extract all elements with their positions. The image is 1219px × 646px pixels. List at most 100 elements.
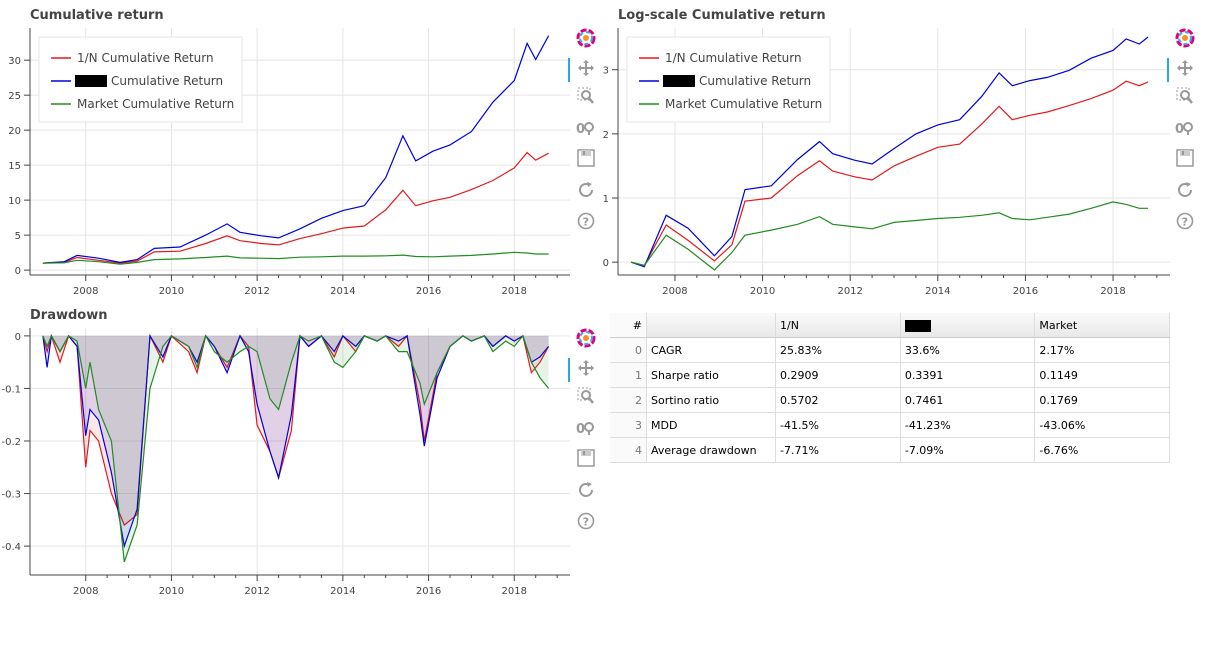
wheel-zoom-icon[interactable]: 0 bbox=[574, 416, 598, 440]
x-tick-label: 2010 bbox=[750, 286, 775, 297]
pan-icon[interactable] bbox=[1167, 56, 1197, 82]
y-tick-label: 0 bbox=[15, 266, 21, 277]
reset-icon[interactable] bbox=[574, 478, 598, 502]
series-line-2 bbox=[630, 201, 1149, 271]
y-tick-label: 20 bbox=[8, 126, 21, 137]
row-index: 3 bbox=[610, 412, 647, 438]
table-row[interactable]: 4 Average drawdown -7.71% -7.09% -6.76% bbox=[610, 437, 1170, 463]
legend-label: 1/N Cumulative Return bbox=[665, 51, 802, 65]
help-icon[interactable]: ? bbox=[574, 509, 598, 533]
column-header[interactable] bbox=[646, 313, 776, 338]
svg-text:0: 0 bbox=[1175, 122, 1184, 136]
wheel-zoom-icon[interactable]: 0 bbox=[1173, 116, 1197, 140]
table-cell: MDD bbox=[646, 412, 776, 438]
legend-label: Market Cumulative Return bbox=[77, 97, 234, 111]
bokeh-logo-icon bbox=[1173, 26, 1197, 50]
legend-label: Cumulative Return bbox=[111, 74, 223, 88]
svg-text:?: ? bbox=[1182, 215, 1188, 228]
cumulative-return-chart[interactable]: 2008 2010 2012 2014 2016 2018 0 5 10 15 20 25 30 1/N … bbox=[0, 0, 575, 300]
box-zoom-icon[interactable] bbox=[574, 384, 598, 408]
table-cell: 2.17% bbox=[1034, 337, 1170, 363]
save-icon[interactable] bbox=[574, 446, 598, 470]
row-index: 4 bbox=[610, 437, 647, 463]
table-row[interactable]: 1 Sharpe ratio 0.2909 0.3391 0.1149 bbox=[610, 362, 1170, 388]
legend bbox=[38, 36, 243, 123]
pan-icon[interactable] bbox=[568, 56, 598, 82]
series-line-1 bbox=[42, 35, 550, 264]
x-tick-label: 2016 bbox=[1013, 286, 1038, 297]
x-tick-label: 2016 bbox=[416, 286, 441, 297]
reset-icon[interactable] bbox=[574, 178, 598, 202]
x-tick-label: 2008 bbox=[73, 286, 98, 297]
x-tick-label: 2012 bbox=[244, 586, 269, 597]
svg-text:?: ? bbox=[583, 215, 589, 228]
pan-icon[interactable] bbox=[568, 356, 598, 382]
series-line-1 bbox=[630, 36, 1149, 268]
table-cell: 0.2909 bbox=[775, 362, 901, 388]
wheel-zoom-icon[interactable]: 0 bbox=[574, 116, 598, 140]
y-tick-label: 25 bbox=[8, 91, 21, 102]
y-tick-label: 0 bbox=[603, 258, 609, 269]
drawdown-chart[interactable]: 2008 2010 2012 2014 2016 2018 0 -0.1 -0.2 -0.3 -0.… bbox=[0, 300, 575, 600]
x-tick-label: 2014 bbox=[330, 586, 355, 597]
table-cell: CAGR bbox=[646, 337, 776, 363]
legend bbox=[626, 36, 831, 123]
table-row[interactable]: 2 Sortino ratio 0.5702 0.7461 0.1769 bbox=[610, 387, 1170, 413]
x-tick-label: 2008 bbox=[73, 586, 98, 597]
column-header-redacted[interactable] bbox=[900, 313, 1036, 338]
x-tick-label: 2018 bbox=[502, 586, 527, 597]
y-tick-label: -0.4 bbox=[1, 542, 21, 553]
y-tick-label: 1 bbox=[603, 194, 609, 205]
table-cell: -6.76% bbox=[1034, 437, 1170, 463]
y-tick-label: 10 bbox=[8, 196, 21, 207]
table-cell: Sharpe ratio bbox=[646, 362, 776, 388]
y-tick-label: 0 bbox=[15, 332, 21, 343]
log-cumulative-return-chart[interactable]: 2008 2010 2012 2014 2016 2018 0 1 2 3 1/N Cumulati… bbox=[590, 0, 1180, 300]
y-tick-label: -0.2 bbox=[1, 437, 21, 448]
chart-title: Cumulative return bbox=[30, 8, 164, 23]
chart-title: Drawdown bbox=[30, 308, 108, 323]
column-header[interactable]: # bbox=[610, 313, 647, 338]
bokeh-logo-icon bbox=[574, 326, 598, 350]
table-cell: 0.7461 bbox=[900, 387, 1036, 413]
legend-label: Cumulative Return bbox=[699, 74, 811, 88]
table-cell: -43.06% bbox=[1034, 412, 1170, 438]
box-zoom-icon[interactable] bbox=[1173, 84, 1197, 108]
help-icon[interactable]: ? bbox=[574, 209, 598, 233]
redaction-mark bbox=[75, 75, 107, 87]
save-icon[interactable] bbox=[1173, 146, 1197, 170]
column-header[interactable]: 1/N bbox=[775, 313, 901, 338]
table-header-row: # 1/N Market bbox=[610, 313, 1170, 338]
series-area-1 bbox=[42, 335, 549, 547]
series-area-0 bbox=[42, 335, 549, 526]
table-cell: Average drawdown bbox=[646, 437, 776, 463]
legend-label: 1/N Cumulative Return bbox=[77, 51, 214, 65]
svg-text:0: 0 bbox=[576, 122, 585, 136]
table-row[interactable]: 3 MDD -41.5% -41.23% -43.06% bbox=[610, 412, 1170, 438]
y-tick-label: -0.1 bbox=[1, 384, 21, 395]
x-tick-label: 2010 bbox=[159, 286, 184, 297]
reset-icon[interactable] bbox=[1173, 178, 1197, 202]
y-tick-label: -0.3 bbox=[1, 490, 21, 501]
x-tick-label: 2018 bbox=[502, 286, 527, 297]
svg-text:0: 0 bbox=[576, 422, 585, 436]
x-tick-label: 2012 bbox=[244, 286, 269, 297]
row-index: 2 bbox=[610, 387, 647, 413]
table-cell: 33.6% bbox=[900, 337, 1036, 363]
table-cell: -41.5% bbox=[775, 412, 901, 438]
x-tick-label: 2016 bbox=[416, 586, 441, 597]
table-cell: -7.09% bbox=[900, 437, 1036, 463]
box-zoom-icon[interactable] bbox=[574, 84, 598, 108]
table-cell: -7.71% bbox=[775, 437, 901, 463]
series-line-2 bbox=[42, 334, 550, 563]
help-icon[interactable]: ? bbox=[1173, 209, 1197, 233]
table-cell: 0.1149 bbox=[1034, 362, 1170, 388]
x-tick-label: 2008 bbox=[662, 286, 687, 297]
table-row[interactable]: 0 CAGR 25.83% 33.6% 2.17% bbox=[610, 337, 1170, 363]
svg-text:?: ? bbox=[583, 515, 589, 528]
save-icon[interactable] bbox=[574, 146, 598, 170]
table-cell: Sortino ratio bbox=[646, 387, 776, 413]
y-tick-label: 2 bbox=[603, 130, 609, 141]
column-header[interactable]: Market bbox=[1034, 313, 1170, 338]
bokeh-logo-icon bbox=[574, 26, 598, 50]
